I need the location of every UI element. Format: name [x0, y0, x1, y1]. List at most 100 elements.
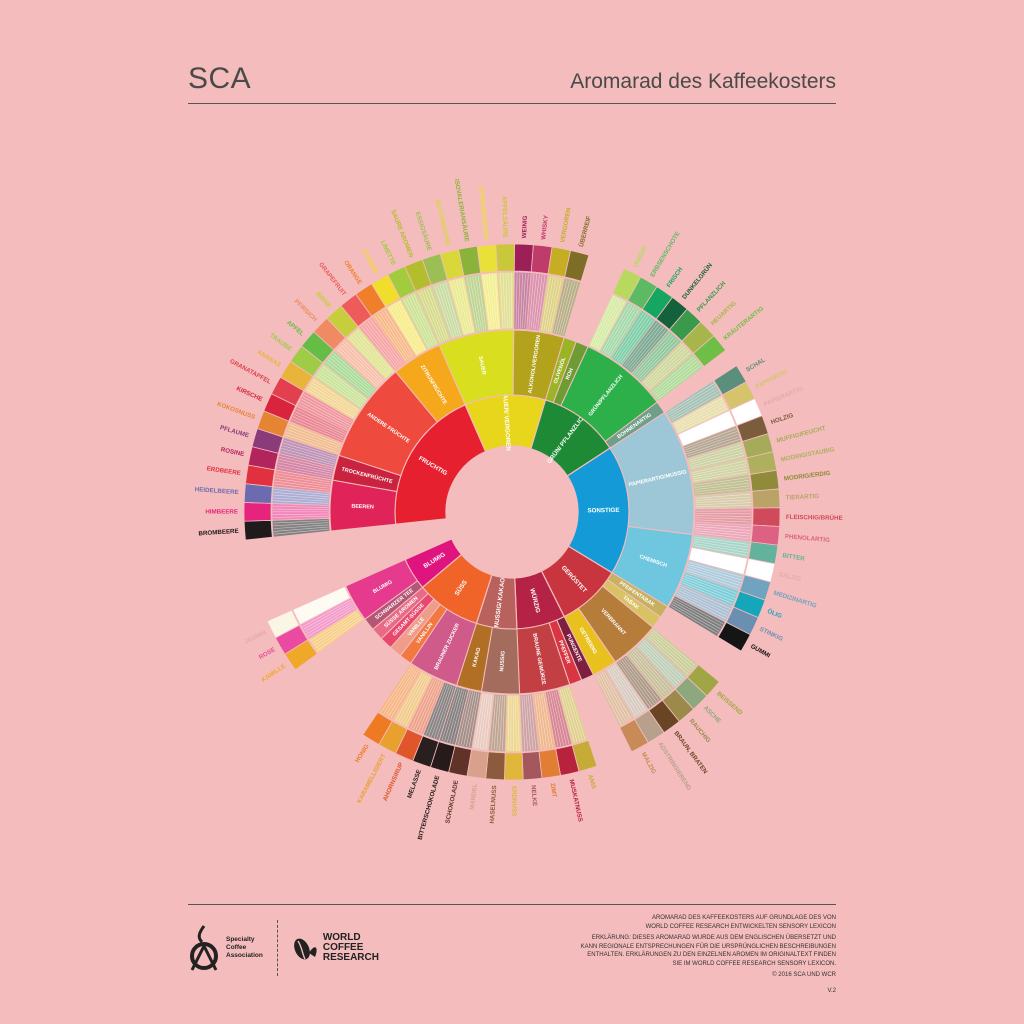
leaf-stripe: [374, 315, 407, 362]
leaf-stripe: [682, 420, 734, 443]
middle-label-sauer: SAUER: [477, 356, 487, 376]
leaf-stripe: [274, 483, 330, 491]
leaf-stripe: [642, 641, 683, 681]
leaf-label-mandel: MANDEL: [469, 783, 479, 810]
leaf-stripe: [295, 590, 346, 615]
leaf-stripe: [562, 282, 579, 336]
leaf-stripe: [647, 350, 689, 388]
leaf-stripe: [537, 275, 546, 330]
leaf-stripe: [534, 694, 542, 750]
footer-rule: [188, 904, 836, 905]
leaf-stripe: [496, 695, 501, 751]
leaf-swatch-erdnuss: [503, 752, 524, 781]
leaf-stripe: [437, 284, 455, 338]
leaf-stripe: [315, 616, 361, 649]
leaf-label-stinkig: STINKIG: [758, 626, 784, 643]
leaf-stripe: [310, 611, 358, 642]
leaf-stripe: [560, 281, 576, 335]
leaf-stripe: [561, 688, 578, 743]
leaf-stripe: [458, 278, 472, 333]
leaf-stripe: [453, 280, 468, 334]
leaf-stripe: [493, 695, 499, 751]
leaf-stripe: [651, 631, 694, 668]
leaf-stripe: [695, 517, 751, 520]
leaf-stripe: [568, 687, 586, 740]
leaf-stripe: [694, 536, 749, 545]
leaf-label-brombeere: BROMBEERE: [198, 528, 239, 538]
leaf-stripe: [388, 669, 418, 717]
leaf-stripe: [460, 691, 473, 746]
leaf-stripe: [482, 694, 490, 750]
leaf-stripe: [667, 383, 714, 414]
leaf-label-pflaume: PFLAUME: [219, 424, 250, 439]
leaf-stripe: [558, 280, 573, 335]
leaf-stripe: [381, 665, 412, 713]
leaf-stripe: [434, 285, 453, 338]
leaf-stripe: [391, 305, 420, 354]
leaf-stripe: [634, 648, 673, 690]
leaf-stripe: [277, 467, 332, 478]
sca-logo: Specialty Coffee Association: [188, 924, 263, 972]
leaf-stripe: [655, 363, 700, 398]
leaf-stripe: [508, 273, 510, 329]
version-label: V.2: [827, 988, 836, 994]
leaf-stripe: [607, 669, 637, 717]
leaf-label-pappartig: PAPPARTIG: [754, 368, 789, 390]
leaf-stripe: [342, 342, 383, 383]
leaf-stripe: [350, 335, 389, 377]
leaf-stripe: [597, 674, 625, 724]
leaf-stripe: [283, 442, 336, 460]
leaf-stripe: [317, 372, 363, 406]
leaf-stripe: [692, 549, 746, 562]
leaf-stripe: [306, 389, 355, 418]
leaf-swatch-zitronensaeure: [476, 244, 498, 274]
leaf-label-fleischig-bruehe: FLEISCHIG/BRÜHE: [786, 514, 843, 522]
leaf-stripe: [687, 566, 741, 583]
leaf-stripe: [630, 329, 667, 372]
leaf-stripe: [393, 304, 422, 353]
leaf-stripe: [691, 551, 746, 564]
leaf-stripe: [515, 273, 518, 329]
leaf-stripe: [635, 334, 673, 376]
leaf-stripe: [657, 365, 702, 400]
leaf-stripe: [685, 431, 738, 451]
leaf-stripe: [692, 468, 748, 480]
leaf-label-salzig: SALZIG: [778, 571, 802, 583]
leaf-stripe: [674, 400, 724, 427]
leaf-stripe: [299, 401, 349, 428]
leaf-stripe: [694, 482, 750, 491]
leaf-stripe: [689, 447, 743, 463]
leaf-stripe: [505, 273, 508, 329]
leaf-stripe: [627, 325, 662, 369]
leaf-stripe: [674, 597, 724, 625]
leaf-swatch-nelke: [521, 751, 543, 781]
leaf-stripe: [598, 300, 625, 350]
leaf-stripe: [313, 614, 360, 647]
leaf-stripe: [273, 515, 329, 518]
leaf-stripe: [603, 305, 633, 353]
leaf-label-heidelbeere: HEIDELBEERE: [195, 486, 239, 496]
leaf-stripe: [303, 393, 353, 422]
leaf-stripe: [273, 522, 329, 527]
leaf-swatch-jasmin: [266, 609, 300, 639]
leaf-stripe: [411, 295, 435, 346]
leaf-stripe: [479, 694, 488, 749]
leaf-stripe: [540, 693, 551, 749]
leaf-stripe: [273, 520, 329, 524]
leaf-swatch-fleischig-bruehe: [752, 507, 781, 527]
leaf-stripe: [621, 659, 655, 705]
leaf-stripe: [682, 423, 735, 445]
leaf-stripe: [381, 311, 413, 358]
leaf-stripe: [507, 695, 510, 751]
leaf-stripe: [431, 685, 451, 738]
leaf-stripe: [693, 540, 749, 551]
leaf-stripe: [363, 324, 399, 368]
leaf-stripe: [530, 695, 537, 750]
leaf-stripe: [410, 678, 435, 729]
leaf-stripe: [599, 673, 627, 723]
leaf-stripe: [273, 497, 329, 502]
leaf-swatch-apfelsaeure: [495, 243, 516, 272]
leaf-stripe: [445, 282, 461, 336]
leaf-stripe: [357, 329, 394, 372]
leaf-stripe: [688, 564, 742, 581]
